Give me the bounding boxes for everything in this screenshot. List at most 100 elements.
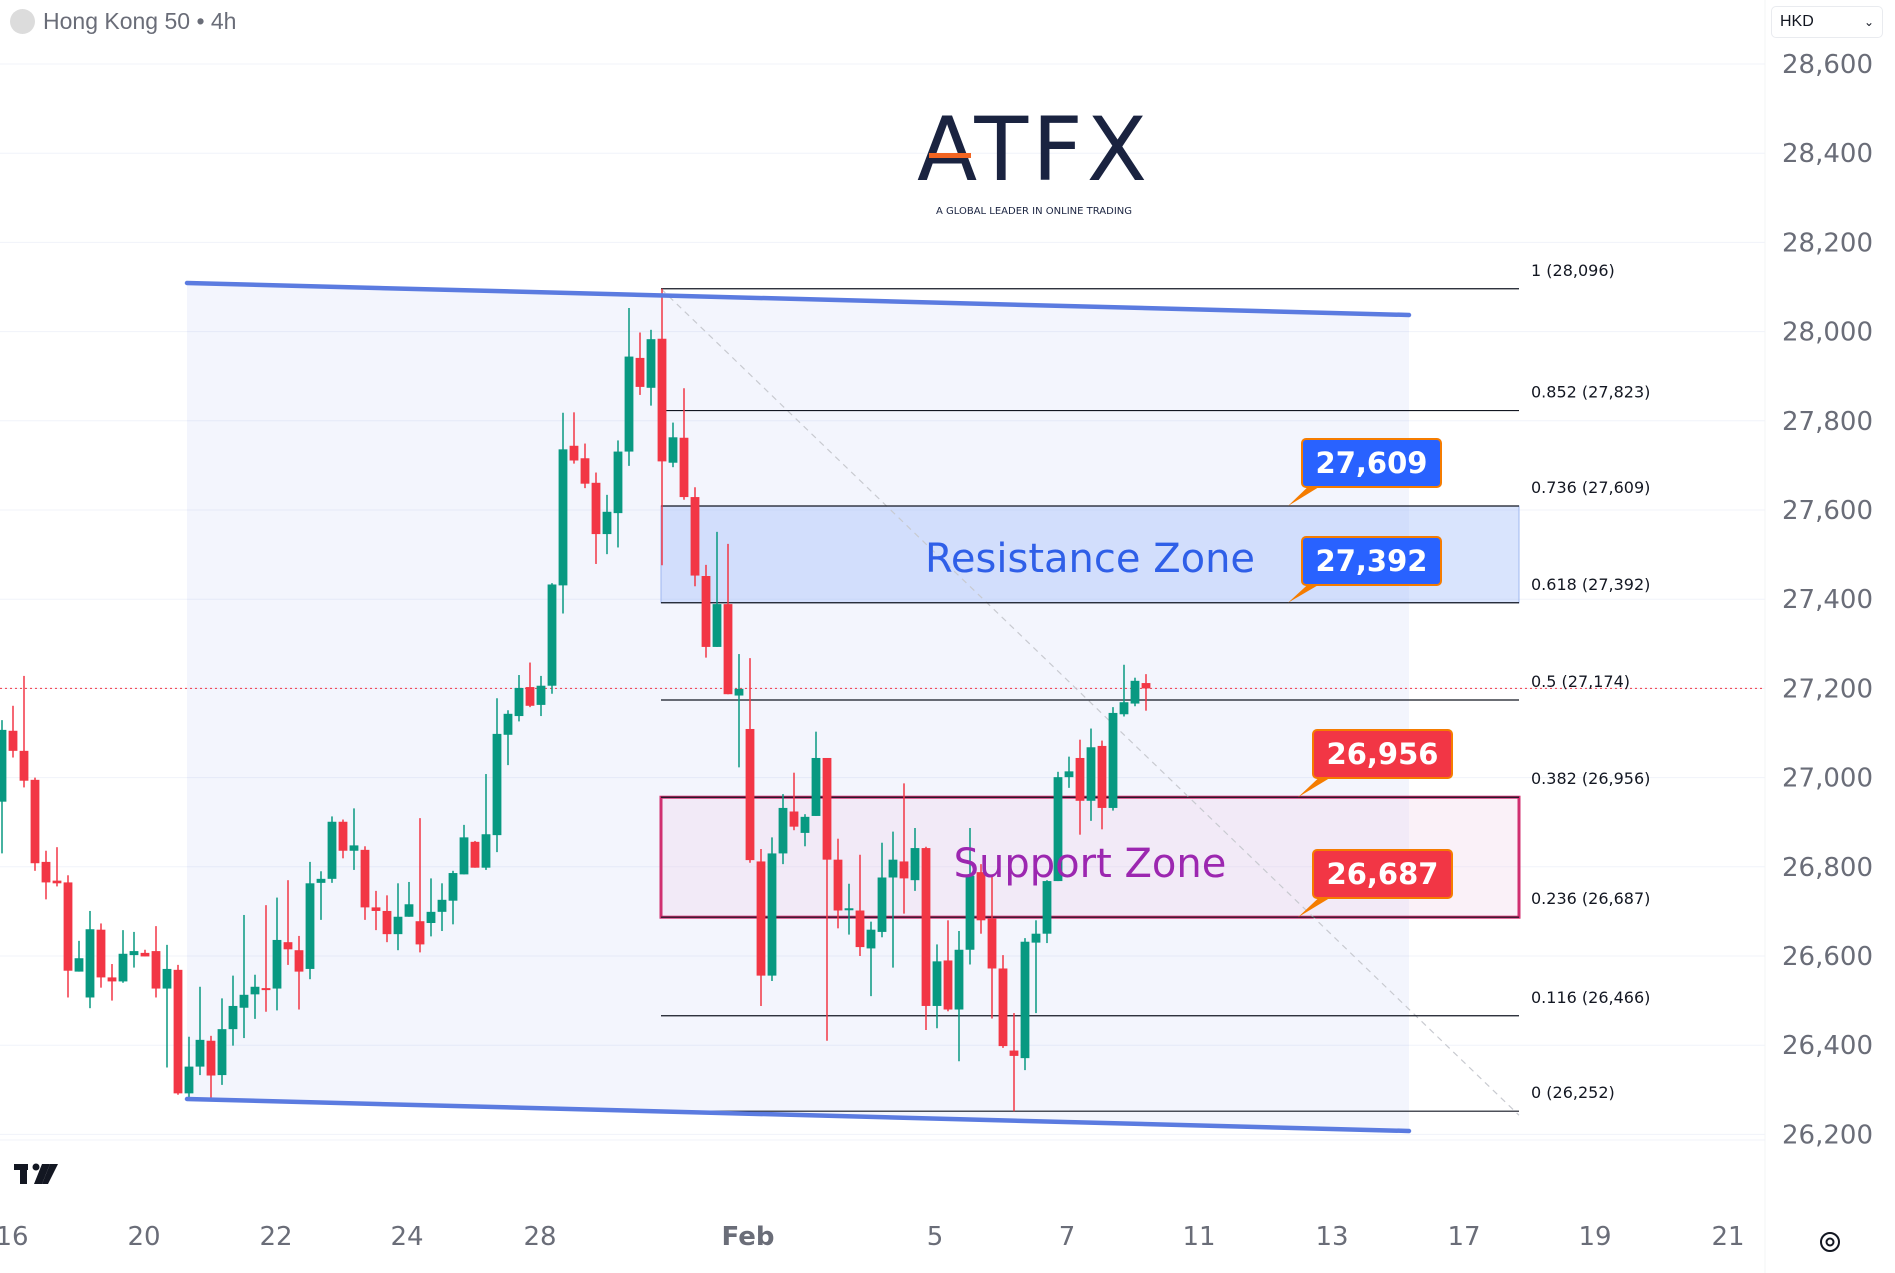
candle-body bbox=[30, 779, 40, 864]
atfx-logo: ATFX A GLOBAL LEADER IN ONLINE TRADING bbox=[917, 98, 1147, 217]
bullish-candle bbox=[800, 814, 810, 847]
candle-body bbox=[184, 1066, 194, 1094]
candle-body bbox=[503, 713, 513, 735]
candle-body bbox=[701, 576, 711, 647]
y-tick-label: 28,200 bbox=[1782, 228, 1873, 258]
candle-body bbox=[833, 859, 843, 911]
price-callout: 26,687 bbox=[1298, 849, 1453, 918]
settings-gear-icon[interactable] bbox=[1816, 1228, 1844, 1256]
x-tick-label: 28 bbox=[523, 1222, 556, 1252]
bullish-candle bbox=[613, 440, 623, 548]
bullish-candle bbox=[536, 675, 546, 717]
bullish-candle bbox=[305, 861, 315, 980]
x-tick-label: 5 bbox=[927, 1222, 944, 1252]
tradingview-logo-icon[interactable] bbox=[14, 1160, 64, 1188]
callout-value: 26,687 bbox=[1327, 857, 1439, 891]
candle-body bbox=[547, 584, 557, 686]
bearish-candle bbox=[657, 288, 667, 566]
bullish-candle bbox=[1020, 938, 1030, 1071]
bullish-candle bbox=[448, 870, 458, 925]
candle-body bbox=[580, 458, 590, 484]
price-callout: 26,956 bbox=[1298, 729, 1453, 798]
candle-body bbox=[690, 497, 700, 576]
bearish-candle bbox=[41, 850, 51, 900]
x-tick-label: 21 bbox=[1711, 1222, 1744, 1252]
x-tick-label: 20 bbox=[127, 1222, 160, 1252]
bearish-candle bbox=[8, 705, 18, 758]
candle-body bbox=[756, 861, 766, 976]
bearish-candle bbox=[822, 757, 832, 1041]
x-tick-label: 7 bbox=[1059, 1222, 1076, 1252]
bearish-candle bbox=[525, 662, 535, 708]
bullish-candle bbox=[184, 1036, 194, 1101]
currency-select[interactable]: HKD ⌄ bbox=[1771, 6, 1883, 38]
bullish-candle bbox=[624, 307, 634, 466]
candle-body bbox=[470, 841, 480, 868]
y-tick-label: 26,200 bbox=[1782, 1120, 1873, 1150]
fib-level-label: 0.5 (27,174) bbox=[1531, 672, 1630, 691]
candle-body bbox=[602, 511, 612, 535]
callout-value: 27,609 bbox=[1316, 446, 1428, 480]
candle-body bbox=[899, 861, 909, 879]
candle-body bbox=[151, 951, 161, 989]
bearish-candle bbox=[855, 854, 865, 956]
bearish-candle bbox=[591, 472, 601, 564]
channel-upper-line bbox=[184, 280, 1412, 318]
bullish-candle bbox=[129, 931, 139, 968]
bullish-candle bbox=[393, 883, 403, 951]
y-tick-label: 27,800 bbox=[1782, 407, 1873, 437]
y-tick-label: 26,400 bbox=[1782, 1031, 1873, 1061]
y-tick-label: 27,000 bbox=[1782, 764, 1873, 794]
bullish-candle bbox=[118, 930, 128, 983]
bearish-candle bbox=[745, 658, 755, 863]
support-zone-label: Support Zone bbox=[954, 841, 1227, 887]
bearish-candle bbox=[1075, 739, 1085, 835]
candle-body bbox=[426, 911, 436, 923]
bullish-candle bbox=[932, 944, 942, 1029]
bearish-candle bbox=[52, 847, 62, 887]
bearish-candle bbox=[140, 949, 150, 957]
candle-body bbox=[767, 853, 777, 976]
callout-value: 27,392 bbox=[1316, 544, 1428, 578]
candle-body bbox=[327, 821, 337, 879]
candle-body bbox=[404, 904, 414, 917]
y-tick-label: 27,200 bbox=[1782, 674, 1873, 704]
x-tick-label: 16 bbox=[0, 1222, 29, 1252]
bullish-candle bbox=[74, 940, 84, 972]
bullish-candle bbox=[514, 675, 524, 722]
candle-body bbox=[1031, 933, 1041, 943]
candle-body bbox=[437, 899, 447, 912]
candle-body bbox=[140, 952, 150, 957]
bullish-candle bbox=[272, 897, 282, 1011]
candle-body bbox=[613, 451, 623, 514]
candle-body bbox=[173, 969, 183, 1094]
callout-value: 26,956 bbox=[1327, 737, 1439, 771]
candle-body bbox=[943, 960, 953, 1010]
candle-body bbox=[855, 910, 865, 948]
candle-body bbox=[63, 882, 73, 971]
bearish-candle bbox=[580, 443, 590, 489]
candle-body bbox=[811, 757, 821, 816]
bullish-candle bbox=[910, 827, 920, 891]
candle-body bbox=[591, 482, 601, 535]
symbol-header[interactable]: Hong Kong 50 • 4h bbox=[10, 8, 236, 35]
bullish-candle bbox=[954, 931, 964, 1062]
candle-body bbox=[965, 875, 975, 950]
bearish-candle bbox=[173, 964, 183, 1095]
bullish-candle bbox=[481, 774, 491, 870]
candle-body bbox=[195, 1039, 205, 1067]
bearish-candle bbox=[30, 777, 40, 871]
candle-body bbox=[8, 730, 18, 751]
candle-body bbox=[85, 929, 95, 998]
bullish-candle bbox=[195, 986, 205, 1076]
bearish-candle bbox=[338, 819, 348, 859]
bullish-candle bbox=[437, 883, 447, 932]
candle-body bbox=[745, 728, 755, 861]
y-tick-label: 26,800 bbox=[1782, 853, 1873, 883]
candle-body bbox=[371, 907, 381, 911]
bearish-candle bbox=[63, 875, 73, 998]
bearish-candle bbox=[635, 332, 645, 395]
callout-pointer bbox=[1288, 577, 1332, 603]
bearish-candle bbox=[998, 955, 1008, 1048]
